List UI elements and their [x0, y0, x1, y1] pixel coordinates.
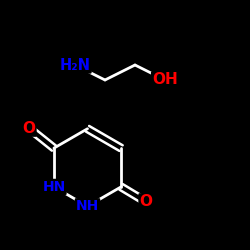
Text: NH: NH	[76, 199, 99, 213]
Text: OH: OH	[152, 72, 178, 88]
Text: O: O	[22, 121, 36, 136]
Text: H₂N: H₂N	[60, 58, 90, 72]
Text: O: O	[140, 194, 152, 210]
Text: HN: HN	[42, 180, 66, 194]
